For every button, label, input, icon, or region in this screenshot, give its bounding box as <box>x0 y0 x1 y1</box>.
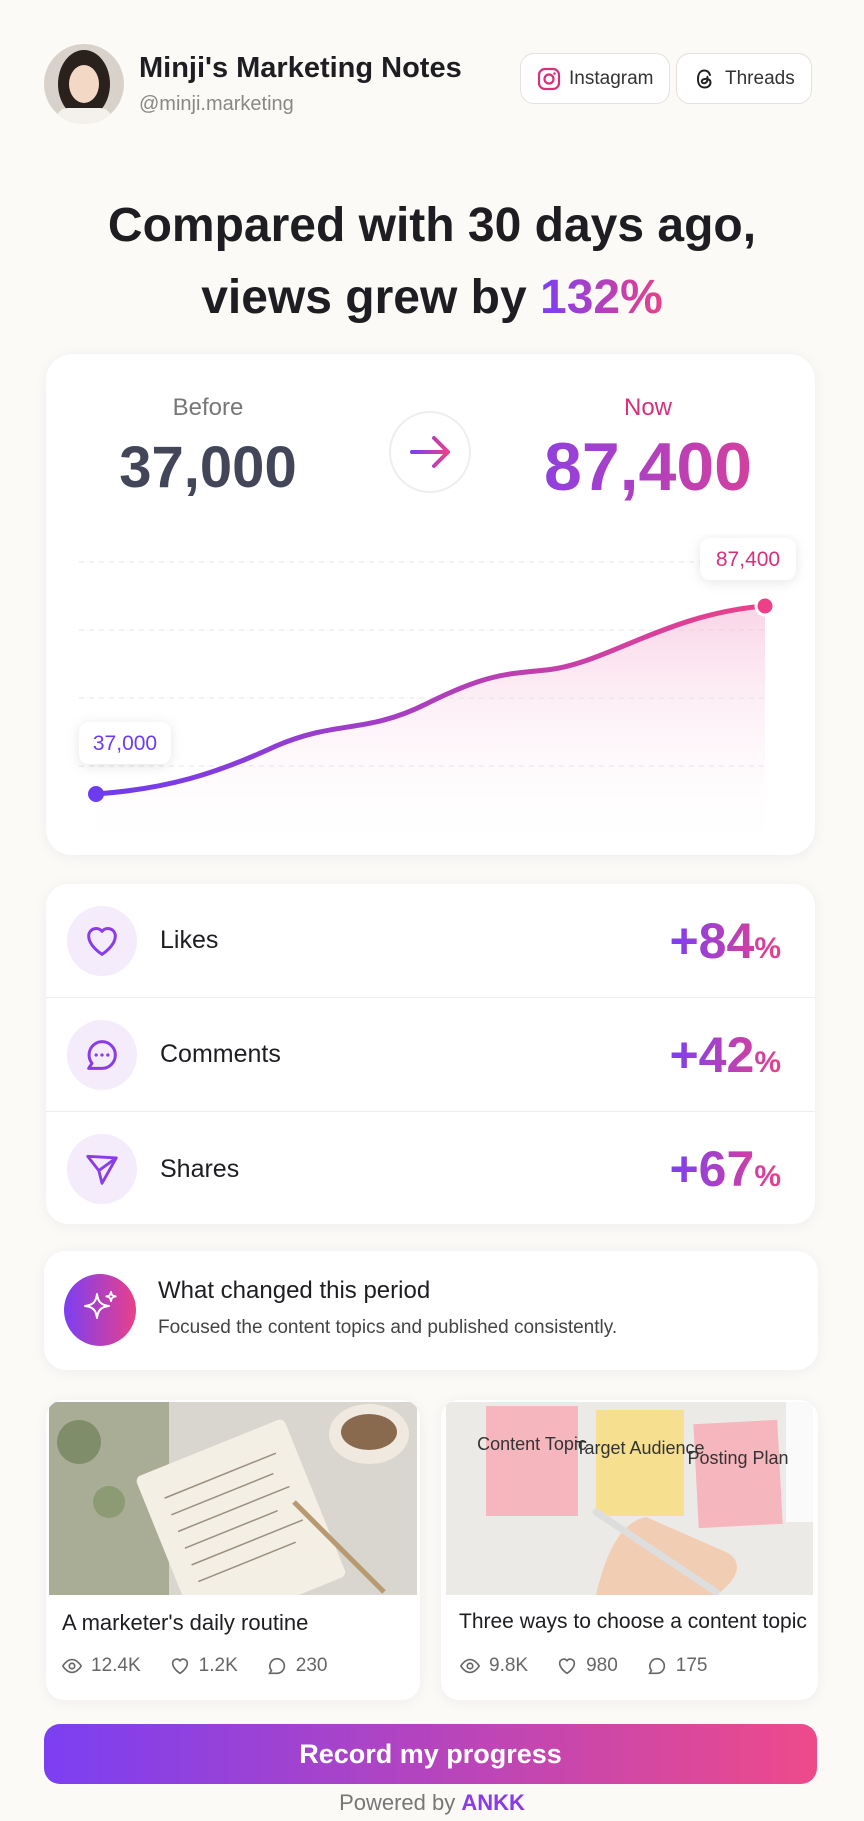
views: 9.8K <box>459 1655 528 1677</box>
metric-label: Shares <box>160 1154 240 1183</box>
sticky-text: Target Audience <box>575 1438 704 1458</box>
post-stats: 12.4K 1.2K 230 <box>61 1655 327 1677</box>
footer-brand: ANKK <box>461 1790 525 1815</box>
post-card[interactable]: A marketer's daily routine <box>46 1400 420 1700</box>
sparkle-icon <box>64 1274 136 1346</box>
metric-icon <box>67 1134 137 1204</box>
metric-row: Shares +67% <box>46 1112 815 1226</box>
avatar <box>44 44 124 124</box>
metric-row: Likes +84% <box>46 884 815 998</box>
metric-icon <box>67 1019 137 1090</box>
metric-number: +84 <box>669 912 755 969</box>
metric-icon <box>67 905 137 976</box>
note-card: What changed this period Focused the con… <box>44 1251 818 1370</box>
end-label: 87,400 <box>716 548 780 571</box>
threads-icon <box>696 68 712 89</box>
now-value: 87,400 <box>478 428 818 506</box>
headline-line: Compared with 30 days ago, <box>107 199 757 252</box>
metric-value: +67% <box>669 1140 781 1198</box>
likes: 980 <box>556 1655 618 1677</box>
comments-count: 230 <box>295 1655 328 1676</box>
metric-number: +67 <box>669 1141 755 1197</box>
views-count: 9.8K <box>489 1655 529 1676</box>
link-label: Threads <box>725 67 795 89</box>
note-text: Focused the content topics and published… <box>158 1317 618 1338</box>
post-title: A marketer's daily routine <box>62 1610 309 1635</box>
comments: 230 <box>266 1655 328 1677</box>
start-label: 37,000 <box>93 732 157 755</box>
post-image: Content Topic Target Audience Posting Pl… <box>446 1402 813 1595</box>
now-label: Now <box>623 394 672 421</box>
metric-unit: % <box>754 1160 781 1193</box>
views-count: 12.4K <box>91 1655 141 1676</box>
label-box <box>700 538 796 580</box>
metric-number: +42 <box>669 1026 755 1083</box>
sticky-text: Posting Plan <box>687 1448 788 1468</box>
metric-value: +42% <box>669 1026 781 1084</box>
post-image <box>49 1402 417 1595</box>
likes-count: 1.2K <box>198 1655 238 1676</box>
end-point <box>754 595 776 617</box>
arrow-icon <box>389 411 471 493</box>
record-button[interactable]: Record my progress <box>44 1724 817 1784</box>
post-stats: 9.8K 980 175 <box>459 1655 708 1677</box>
post-card[interactable]: Content Topic Target Audience Posting Pl… <box>441 1400 818 1700</box>
profile-handle: @minji.marketing <box>139 93 294 115</box>
metric-unit: % <box>754 931 781 965</box>
likes-count: 980 <box>586 1655 618 1676</box>
metric-value: +84% <box>669 912 781 970</box>
start-point <box>88 786 104 802</box>
before-value: 37,000 <box>119 435 297 500</box>
headline-text: views grew by <box>201 271 527 324</box>
headline: Compared with 30 days ago, views grew by… <box>0 190 864 334</box>
footer: Powered by ANKK <box>0 1790 864 1816</box>
comparison-card: Before 37,000 Now 87,400 37,000 87,400 <box>46 354 815 855</box>
instagram-icon <box>537 67 561 90</box>
footer-prefix: Powered by <box>339 1790 456 1815</box>
threads-link[interactable]: Threads <box>676 53 812 104</box>
headline-highlight: 132% <box>540 271 663 324</box>
metrics-card: Likes +84% Comments +42% Shares +67% <box>46 884 815 1224</box>
line <box>93 603 768 797</box>
before-label: Before <box>172 394 244 421</box>
comments-count: 175 <box>675 1655 708 1676</box>
instagram-link[interactable]: Instagram <box>520 53 671 104</box>
metric-label: Likes <box>160 926 219 954</box>
area <box>96 606 765 855</box>
profile-name: Minji's Marketing Notes <box>139 52 462 84</box>
metric-label: Comments <box>160 1040 281 1068</box>
headline-line: views grew by 132% <box>0 262 864 334</box>
label-box <box>79 722 171 764</box>
metric-unit: % <box>754 1045 781 1079</box>
sticky-text: Content Topic <box>477 1434 587 1454</box>
link-label: Instagram <box>569 67 654 89</box>
post-title: Three ways to choose a content topic <box>459 1610 807 1633</box>
growth-chart: 37,000 87,400 <box>79 538 796 855</box>
comments: 175 <box>646 1655 708 1677</box>
likes: 1.2K <box>169 1655 238 1677</box>
note-title: What changed this period <box>158 1277 431 1304</box>
metric-row: Comments +42% <box>46 998 815 1112</box>
views: 12.4K <box>61 1655 141 1677</box>
